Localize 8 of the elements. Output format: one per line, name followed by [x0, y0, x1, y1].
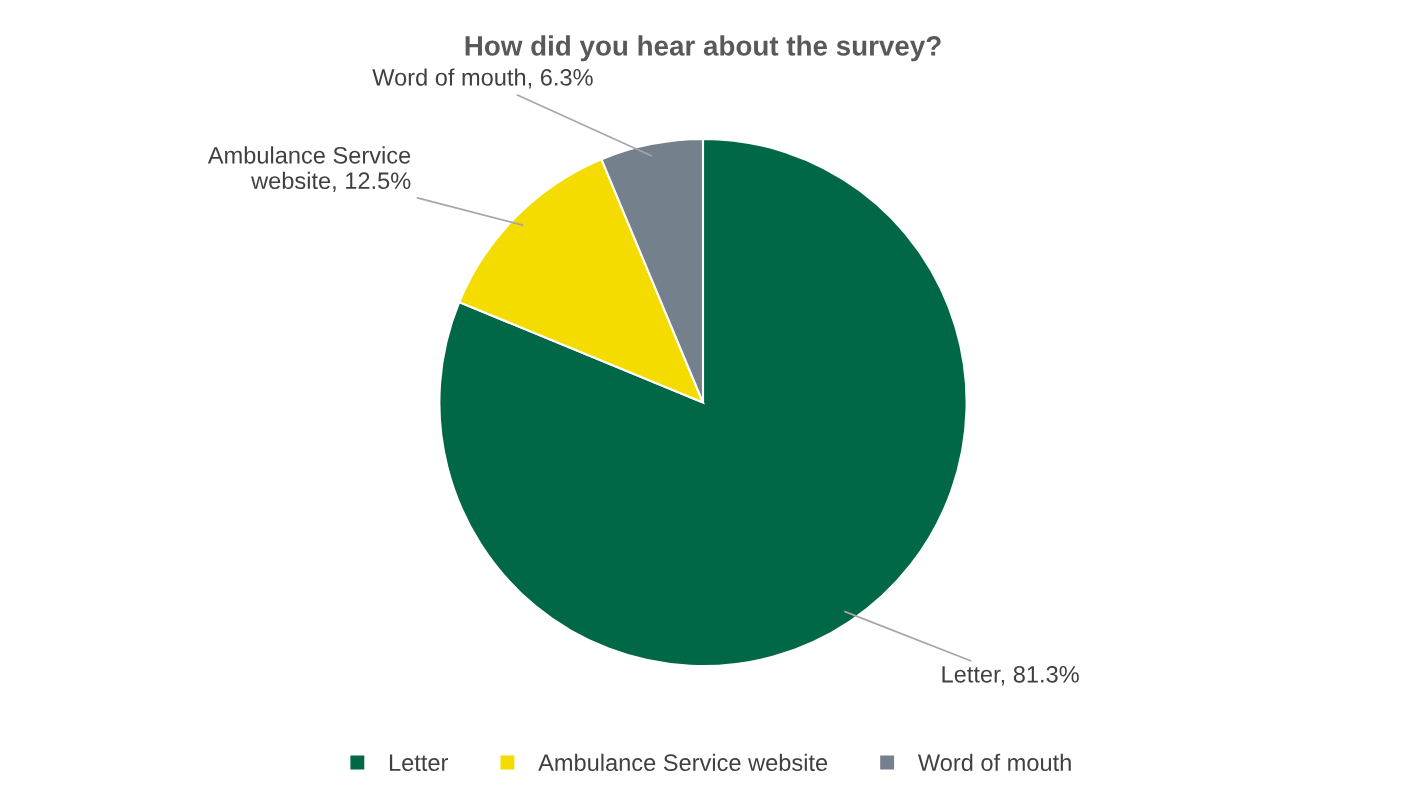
legend-label: Letter	[389, 754, 449, 772]
data-label: Letter, 81.3%	[942, 665, 1079, 686]
data-label: Word of mouth, 6.3%	[372, 68, 593, 89]
chart-title: How did you hear about the survey?	[465, 35, 941, 62]
data-label: Ambulance Service website, 12.5%	[207, 146, 411, 192]
legend-label: Ambulance Service website	[538, 753, 828, 772]
pie-slice	[438, 137, 968, 668]
legend-label: Word of mouth	[917, 753, 1071, 772]
